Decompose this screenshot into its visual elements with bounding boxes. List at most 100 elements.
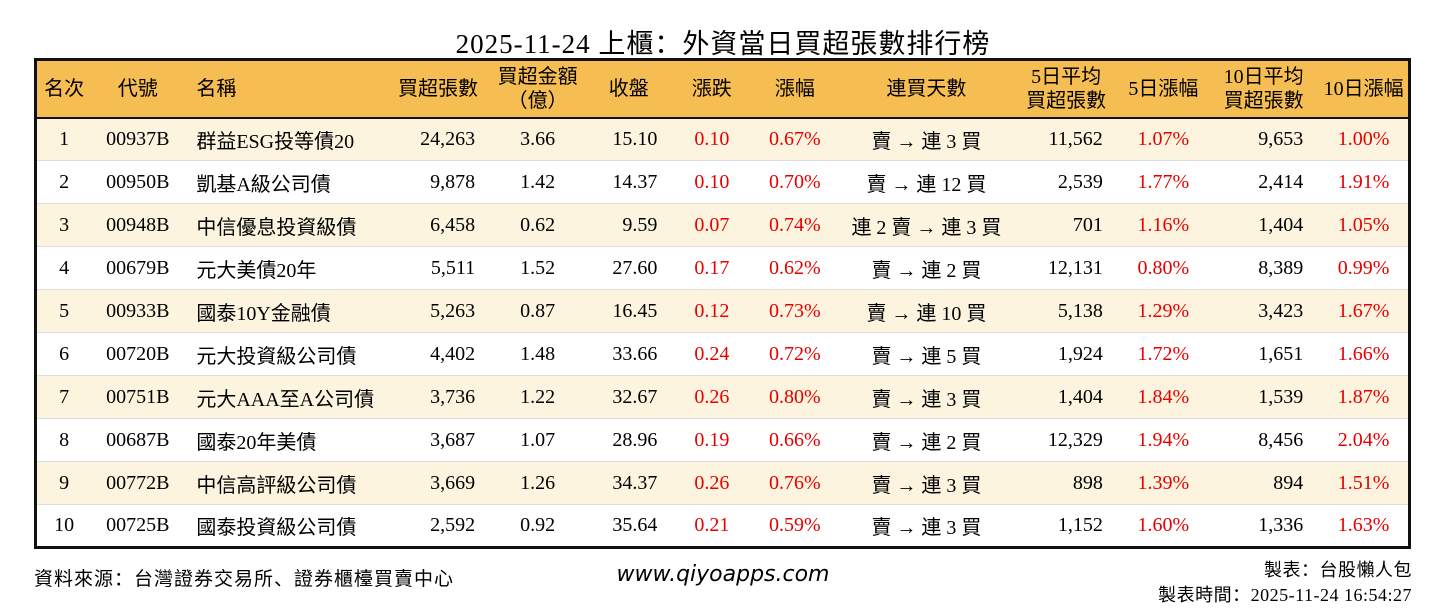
table-cell: 00679B [91,246,185,290]
table-cell: 元大美債20年 [184,246,385,290]
column-header: 漲跌 [673,59,751,119]
table-cell: 8 [35,418,92,462]
column-header: 名次 [35,59,92,119]
table-cell: 賣 → 連 10 買 [839,289,1014,333]
table-cell: 00687B [91,418,185,462]
table-cell: 賣 → 連 3 買 [839,375,1014,419]
table-cell: 898 [1013,461,1119,505]
table-cell: 0.73% [750,289,840,333]
table-cell: 1.84% [1118,375,1208,419]
table-cell: 0.99% [1319,246,1410,290]
table-body: 1 00937B 群益ESG投等債20 24,263 3.66 15.10 0.10 0.67… [35,117,1410,548]
table-cell: 0.66% [750,418,840,462]
page-title: 2025-11-24 上櫃：外資當日買超張數排行榜 [455,29,991,59]
table-cell: 3,423 [1207,289,1320,333]
table-cell: 0.80% [1118,246,1208,290]
table-cell: 1.22 [491,375,585,419]
table-cell: 1.52 [491,246,585,290]
table-cell: 群益ESG投等債20 [196,130,355,153]
column-header: 10日平均 買超張數 [1207,59,1320,119]
table-cell: 15.10 [612,127,658,150]
table-cell: 0.70% [750,160,840,204]
table-cell: 00937B [106,127,170,150]
table-cell: 28.96 [584,418,674,462]
table-cell: 00772B [91,461,185,505]
table-cell: 8,456 [1207,418,1320,462]
table-cell: 32.67 [584,375,674,419]
table-cell: 9 [35,461,92,505]
made-by-text: 製表：台股懶人包 [1264,560,1412,580]
column-header: 買超張數 [384,59,492,119]
table-cell: 1.51% [1319,461,1410,505]
table-cell: 賣 → 連 3 買 [871,130,982,153]
table-cell: 凱基A級公司債 [184,160,385,204]
table-cell: 0.21 [673,504,751,548]
table-cell: 7 [35,375,92,419]
table-cell: 00950B [91,160,185,204]
table-cell: 1.72% [1118,332,1208,376]
table-cell: 中信高評級公司債 [184,461,385,505]
column-header: 代號 [91,59,185,119]
table-cell: 國泰20年美債 [184,418,385,462]
table-cell: 6,458 [384,203,492,247]
table-cell: 14.37 [584,160,674,204]
table-cell: 賣 → 連 12 買 [839,160,1014,204]
table-cell: 1.39% [1118,461,1208,505]
table-cell: 0.59% [750,504,840,548]
table-cell: 1.00% [1337,127,1390,150]
table-cell: 0.80% [750,375,840,419]
table-cell: 1.87% [1319,375,1410,419]
table-cell: 3,736 [384,375,492,419]
table-cell: 00751B [91,375,185,419]
ranking-table: 名次 代號 名稱 買超張數 買超金額 （億） 收盤 漲跌 漲幅 連買天數 5日平均 買超張數 5日漲… [34,58,1411,549]
table-cell: 3,687 [384,418,492,462]
table-cell: 9,653 [1258,127,1304,150]
table-row: 2 00950B 凱基A級公司債 9,878 1.42 14.37 0.10 0.70% 賣 →… [35,160,1410,204]
table-row: 3 00948B 中信優息投資級債 6,458 0.62 9.59 0.07 0.74% 連 2… [35,203,1410,247]
table-row: 9 00772B 中信高評級公司債 3,669 1.26 34.37 0.26 0.76% 賣 … [35,461,1410,505]
table-cell: 35.64 [584,504,674,548]
column-header: 漲幅 [750,59,840,119]
table-cell: 9.59 [584,203,674,247]
table-cell: 12,131 [1013,246,1119,290]
table-cell: 賣 → 連 3 買 [839,504,1014,548]
table-cell: 1.07 [491,418,585,462]
table-row: 4 00679B 元大美債20年 5,511 1.52 27.60 0.17 0.62% 賣 →… [35,246,1410,290]
table-cell: 701 [1013,203,1119,247]
table-cell: 1,336 [1207,504,1320,548]
table-cell: 0.19 [673,418,751,462]
column-header: 收盤 [584,59,674,119]
column-header: 5日平均 買超張數 [1013,59,1119,119]
table-cell: 1.91% [1319,160,1410,204]
table-cell: 賣 → 連 5 買 [839,332,1014,376]
table-cell: 12,329 [1013,418,1119,462]
table-header-row: 名次 代號 名稱 買超張數 買超金額 （億） 收盤 漲跌 漲幅 連買天數 5日平均 買超張數 5日漲… [35,59,1410,119]
table-cell: 8,389 [1207,246,1320,290]
table-cell: 5,511 [384,246,492,290]
table-cell: 2.04% [1319,418,1410,462]
table-cell: 1.07% [1137,127,1190,150]
table-cell: 00725B [91,504,185,548]
made-time-text: 製表時間：2025-11-24 16:54:27 [1158,585,1412,606]
website-url: www.qiyoapps.com [616,562,830,587]
table-cell: 0.87 [491,289,585,333]
table-cell: 0.10 [694,127,730,150]
table-cell: 34.37 [584,461,674,505]
table-row: 5 00933B 國泰10Y金融債 5,263 0.87 16.45 0.12 0.73% 賣 … [35,289,1410,333]
table-cell: 2,414 [1207,160,1320,204]
table-cell: 賣 → 連 3 買 [839,461,1014,505]
column-header: 5日漲幅 [1118,59,1208,119]
table-cell: 賣 → 連 2 買 [839,246,1014,290]
table-cell: 0.26 [673,461,751,505]
table-cell: 1.77% [1118,160,1208,204]
table-cell: 5,138 [1013,289,1119,333]
table-cell: 1.60% [1118,504,1208,548]
table-cell: 2,592 [384,504,492,548]
footer: 資料來源：台灣證券交易所、證券櫃檯買賣中心 www.qiyoapps.com 製… [34,558,1412,614]
data-source-text: 資料來源：台灣證券交易所、證券櫃檯買賣中心 [34,569,455,590]
table-cell: 0.67% [768,127,821,150]
table-cell: 1,404 [1207,203,1320,247]
column-header: 連買天數 [839,59,1014,119]
table-cell: 5,263 [384,289,492,333]
